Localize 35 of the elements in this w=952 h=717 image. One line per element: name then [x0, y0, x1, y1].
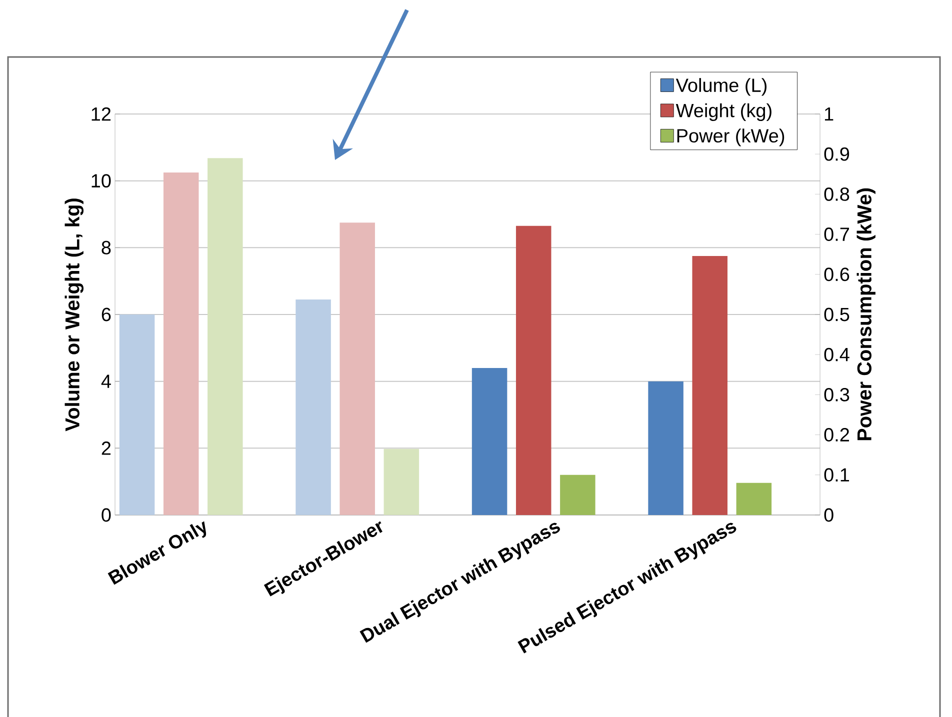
bar: [516, 226, 552, 515]
bar: [340, 222, 375, 515]
y2-tick-label: 0.4: [824, 348, 850, 362]
y2-tick-label: 0.6: [824, 268, 850, 282]
y2-tick-label: 0.3: [824, 388, 850, 402]
legend-label: Weight (kg): [676, 103, 772, 122]
y2-tick-label: 0.8: [824, 187, 850, 201]
bar: [296, 299, 331, 515]
y2-tick-label: 0.1: [824, 468, 850, 482]
y-tick-label: 6: [102, 308, 111, 322]
y2-tick-label: 0.9: [824, 147, 850, 161]
bar: [560, 474, 596, 515]
bar: [472, 368, 508, 515]
legend-label: Power (kWe): [677, 128, 784, 146]
y2-tick-label: 1: [824, 107, 834, 121]
bar: [163, 172, 199, 515]
y-tick-label: 0: [102, 508, 111, 522]
y-tick-label: 12: [92, 107, 111, 121]
y-tick-label: 10: [92, 174, 111, 188]
y-tick-label: 4: [101, 374, 111, 388]
y-tick-label: 8: [102, 240, 111, 254]
bar: [736, 482, 772, 515]
y2-tick-label: 0.7: [824, 228, 849, 242]
bar: [119, 314, 155, 515]
y2-tick-label: 0.5: [824, 308, 850, 322]
bar: [692, 256, 728, 515]
y2-axis-title: Power Consumption (kWe): [856, 188, 876, 440]
y2-tick-label: 0.2: [824, 428, 849, 442]
bar: [648, 381, 684, 515]
bar: [208, 158, 243, 515]
y2-tick-label: 0: [824, 508, 834, 522]
y-axis-title: Volume or Weight (L, kg): [64, 198, 84, 432]
bar: [384, 448, 420, 515]
y-tick-label: 2: [102, 442, 111, 455]
legend-label: Volume (L): [676, 78, 766, 96]
